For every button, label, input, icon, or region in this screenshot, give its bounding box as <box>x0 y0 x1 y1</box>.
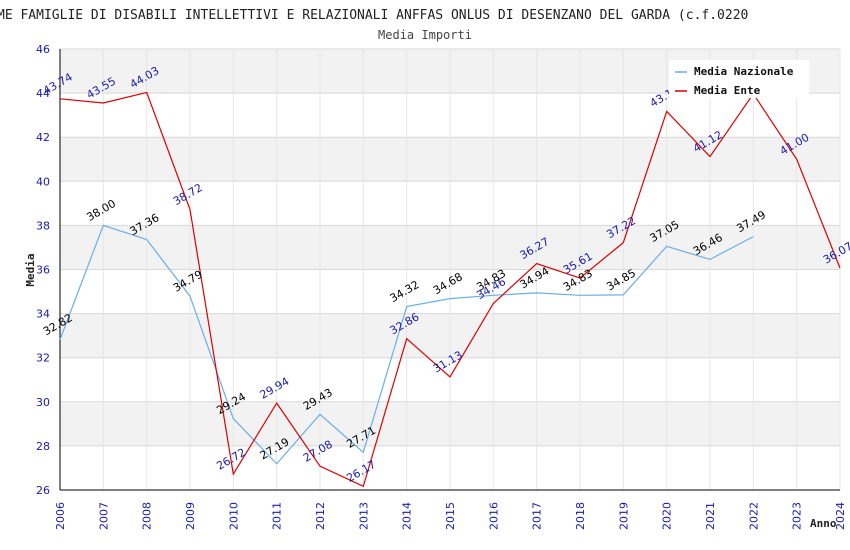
y-tick-label: 28 <box>36 440 50 453</box>
y-tick-label: 38 <box>36 219 50 232</box>
x-tick-label: 2007 <box>97 502 110 530</box>
y-tick-label: 46 <box>36 43 50 56</box>
y-axis-ticks: 26 28 30 32 34 36 38 40 42 44 46 <box>36 43 50 497</box>
legend: Media Nazionale Media Ente <box>669 60 809 98</box>
x-tick-label: 2021 <box>704 502 717 530</box>
x-tick-label: 2019 <box>617 502 630 530</box>
y-tick-label: 42 <box>36 131 50 144</box>
x-tick-label: 2012 <box>314 502 327 530</box>
chart-title: ME FAMIGLIE DI DISABILI INTELLETTIVI E R… <box>0 8 748 23</box>
y-tick-label: 44 <box>36 87 50 100</box>
x-tick-label: 2018 <box>574 502 587 530</box>
y-tick-label: 36 <box>36 264 50 277</box>
x-tick-label: 2017 <box>531 502 544 530</box>
x-tick-label: 2022 <box>747 502 760 530</box>
legend-box <box>669 60 809 98</box>
x-tick-label: 2010 <box>227 502 240 530</box>
series-line-media-ente <box>59 91 841 488</box>
x-tick-label: 2011 <box>271 502 284 530</box>
x-tick-label: 2023 <box>791 502 804 530</box>
y-tick-label: 26 <box>36 484 50 497</box>
y-tick-label: 34 <box>36 308 50 321</box>
x-axis-ticks: 2006 2007 2008 2009 2010 2011 2012 2013 2014 2015… <box>54 502 847 530</box>
x-tick-label: 2015 <box>444 502 457 530</box>
x-tick-label: 2024 <box>834 502 847 530</box>
y-tick-label: 30 <box>36 396 50 409</box>
x-tick-label: 2013 <box>357 502 370 530</box>
y-axis-label: Media <box>24 253 37 286</box>
series-line-media-nazionale <box>59 224 754 465</box>
series-group <box>59 91 841 488</box>
x-tick-label: 2014 <box>401 502 414 530</box>
legend-label-media-nazionale: Media Nazionale <box>694 65 794 78</box>
y-tick-label: 40 <box>36 175 50 188</box>
y-tick-label: 32 <box>36 352 50 365</box>
x-tick-label: 2016 <box>487 502 500 530</box>
x-tick-label: 2009 <box>184 502 197 530</box>
legend-label-media-ente: Media Ente <box>694 84 761 97</box>
x-tick-label: 2020 <box>661 502 674 530</box>
x-tick-label: 2006 <box>54 502 67 530</box>
x-axis-label: Anno <box>810 517 837 530</box>
x-tick-label: 2008 <box>141 502 154 530</box>
chart-subtitle: Media Importi <box>378 28 472 42</box>
